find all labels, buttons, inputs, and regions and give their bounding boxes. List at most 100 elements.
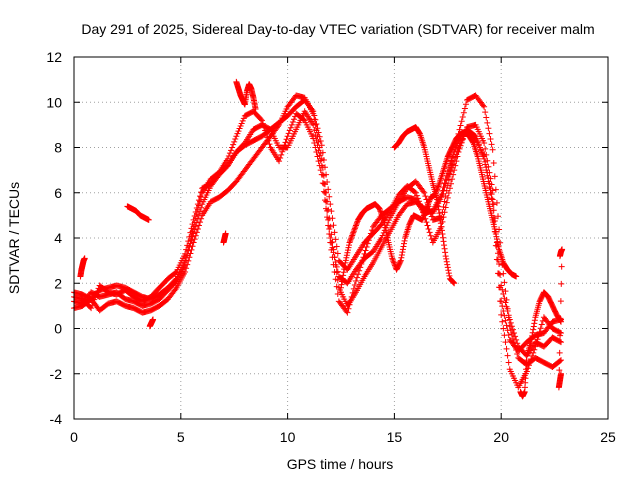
data-point	[367, 230, 374, 237]
data-point	[276, 158, 283, 165]
data-point	[424, 222, 431, 229]
data-point	[389, 255, 396, 262]
data-point	[347, 236, 354, 243]
data-point	[557, 298, 564, 305]
data-point	[390, 259, 397, 266]
data-point	[172, 269, 179, 276]
data-point	[376, 205, 383, 212]
data-point	[389, 256, 396, 263]
data-point	[494, 241, 501, 248]
data-point	[320, 180, 327, 187]
data-point	[445, 270, 452, 277]
data-point	[558, 263, 565, 270]
data-point	[422, 207, 429, 214]
data-point	[426, 229, 433, 236]
data-point	[483, 164, 490, 171]
data-point	[326, 225, 333, 232]
data-point	[344, 247, 351, 254]
data-point	[364, 240, 371, 247]
data-point	[362, 247, 369, 254]
data-point	[239, 117, 246, 124]
data-point	[504, 352, 511, 359]
data-point	[401, 240, 408, 247]
data-point	[494, 238, 501, 245]
data-point	[492, 231, 499, 238]
data-point	[501, 312, 508, 319]
data-point	[444, 182, 451, 189]
data-point	[449, 164, 456, 171]
data-point	[339, 278, 346, 285]
data-point	[379, 212, 386, 219]
data-point	[556, 367, 563, 374]
data-point	[422, 193, 429, 200]
data-point	[419, 216, 426, 223]
y-tick-label: -2	[50, 366, 63, 382]
x-tick-label: 15	[387, 429, 403, 445]
data-point	[380, 215, 387, 222]
data-point	[490, 207, 497, 214]
data-point	[319, 171, 326, 178]
data-point	[505, 359, 512, 366]
data-point	[399, 249, 406, 256]
data-point	[503, 322, 510, 329]
data-point	[502, 299, 509, 306]
data-point	[190, 216, 197, 223]
data-point	[227, 147, 234, 154]
data-point	[529, 332, 536, 339]
x-axis-label: GPS time / hours	[287, 456, 394, 472]
data-point	[493, 199, 500, 206]
data-point	[348, 293, 355, 300]
data-point	[459, 113, 466, 120]
data-point	[506, 316, 513, 323]
series-track-f	[391, 124, 458, 287]
data-point	[353, 221, 360, 228]
data-point	[442, 249, 449, 256]
data-point	[316, 152, 323, 159]
data-point	[379, 214, 386, 221]
data-point	[332, 276, 339, 283]
data-point	[193, 229, 200, 236]
data-point	[352, 222, 359, 229]
data-point	[365, 237, 372, 244]
chart-title: Day 291 of 2025, Sidereal Day-to-day VTE…	[81, 21, 594, 37]
data-point	[341, 266, 348, 273]
data-point	[91, 296, 98, 303]
data-point	[513, 346, 520, 353]
data-point	[498, 311, 505, 318]
data-point	[482, 109, 489, 116]
data-point	[428, 213, 435, 220]
data-point	[193, 205, 200, 212]
data-point	[512, 333, 519, 340]
data-point	[310, 135, 317, 142]
data-point	[340, 269, 347, 276]
data-point	[448, 157, 455, 164]
data-point	[274, 123, 281, 130]
data-point	[190, 239, 197, 246]
data-point	[324, 214, 331, 221]
data-point	[535, 332, 542, 339]
data-point	[451, 280, 458, 287]
data-point	[441, 245, 448, 252]
data-point	[236, 125, 243, 132]
data-point	[187, 229, 194, 236]
data-point	[195, 222, 202, 229]
data-point	[94, 288, 101, 295]
x-tick-label: 5	[177, 429, 185, 445]
data-point	[338, 281, 345, 288]
data-point	[92, 293, 99, 300]
data-point	[441, 198, 448, 205]
data-point	[483, 114, 490, 121]
data-point	[528, 335, 535, 342]
data-point	[344, 249, 351, 256]
data-point	[443, 258, 450, 265]
data-point	[222, 230, 229, 237]
data-point	[240, 115, 247, 122]
data-point	[423, 219, 430, 226]
data-point	[558, 357, 565, 364]
data-point	[481, 139, 488, 146]
x-tick-label: 20	[493, 429, 509, 445]
data-point	[525, 362, 532, 369]
data-point	[498, 282, 505, 289]
data-point	[386, 217, 393, 224]
data-point	[528, 339, 535, 346]
